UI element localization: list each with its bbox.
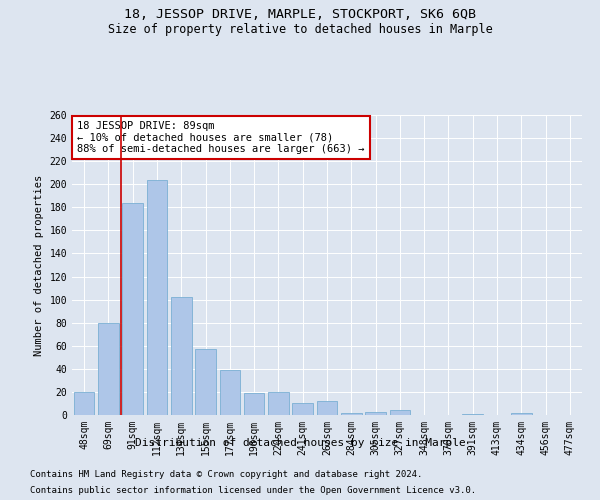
Text: Size of property relative to detached houses in Marple: Size of property relative to detached ho… [107, 22, 493, 36]
Bar [146, 180, 167, 415]
Bar [268, 392, 289, 415]
Text: Distribution of detached houses by size in Marple: Distribution of detached houses by size … [134, 438, 466, 448]
Bar [341, 412, 362, 415]
Bar [244, 393, 265, 415]
Text: 18 JESSOP DRIVE: 89sqm
← 10% of detached houses are smaller (78)
88% of semi-det: 18 JESSOP DRIVE: 89sqm ← 10% of detached… [77, 121, 365, 154]
Bar [463, 414, 483, 415]
Y-axis label: Number of detached properties: Number of detached properties [34, 174, 44, 356]
Bar [122, 202, 143, 415]
Bar [220, 370, 240, 415]
Bar [195, 349, 216, 415]
Text: Contains HM Land Registry data © Crown copyright and database right 2024.: Contains HM Land Registry data © Crown c… [30, 470, 422, 479]
Bar [292, 404, 313, 415]
Text: Contains public sector information licensed under the Open Government Licence v3: Contains public sector information licen… [30, 486, 476, 495]
Bar [511, 412, 532, 415]
Bar [74, 392, 94, 415]
Bar [171, 298, 191, 415]
Bar [389, 410, 410, 415]
Bar [317, 401, 337, 415]
Bar [365, 412, 386, 415]
Bar [98, 322, 119, 415]
Text: 18, JESSOP DRIVE, MARPLE, STOCKPORT, SK6 6QB: 18, JESSOP DRIVE, MARPLE, STOCKPORT, SK6… [124, 8, 476, 20]
